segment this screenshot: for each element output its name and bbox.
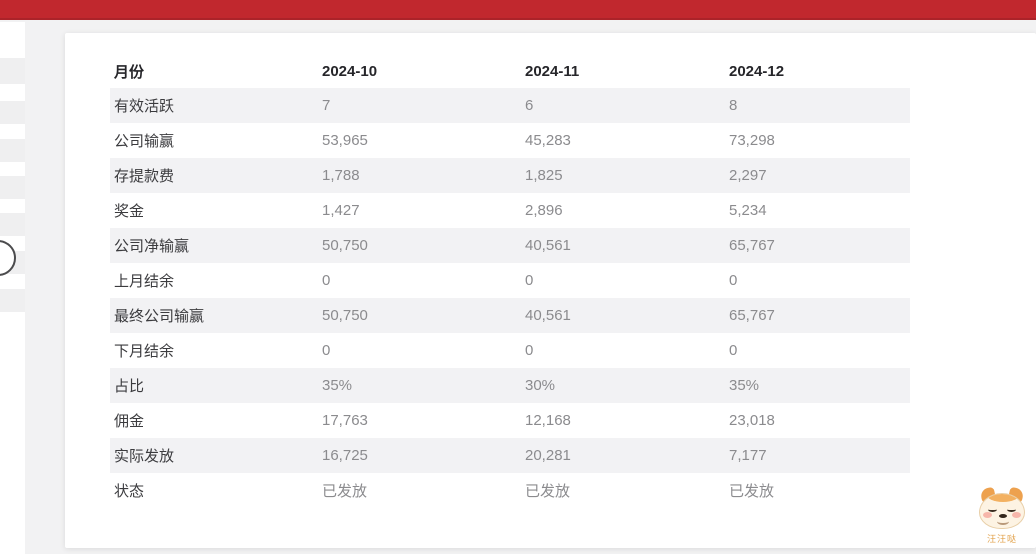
table-body: 有效活跃 7 6 8 公司输赢 53,965 45,283 73,298 存提款费 1,788 1,… <box>110 88 910 508</box>
row-value: 已发放 <box>525 483 571 500</box>
row-value: 20,281 <box>525 447 571 464</box>
row-value: 65,767 <box>729 237 775 254</box>
row-value: 0 <box>525 272 534 289</box>
row-value: 53,965 <box>322 132 368 149</box>
table-row: 上月结余 0 0 0 <box>110 263 910 298</box>
row-label: 状态 <box>114 483 145 500</box>
row-value: 2,297 <box>729 167 767 184</box>
row-value: 0 <box>525 342 534 359</box>
row-value: 6 <box>525 97 534 114</box>
row-label: 最终公司输赢 <box>114 308 205 325</box>
table-row: 佣金 17,763 12,168 23,018 <box>110 403 910 438</box>
row-value: 7,177 <box>729 447 767 464</box>
row-value: 73,298 <box>729 132 775 149</box>
row-value: 0 <box>729 342 738 359</box>
row-label: 有效活跃 <box>114 98 175 115</box>
row-value: 1,427 <box>322 202 360 219</box>
row-value: 40,561 <box>525 237 571 254</box>
row-value: 30% <box>525 377 556 394</box>
shiba-dog-icon <box>979 486 1025 529</box>
row-value: 8 <box>729 97 738 114</box>
row-value: 35% <box>322 377 353 394</box>
table-row: 实际发放 16,725 20,281 7,177 <box>110 438 910 473</box>
table-row: 公司输赢 53,965 45,283 73,298 <box>110 123 910 158</box>
row-label: 下月结余 <box>114 343 175 360</box>
row-label: 奖金 <box>114 203 145 220</box>
background-page-sliver <box>0 22 25 554</box>
row-value: 1,788 <box>322 167 360 184</box>
top-navigation-bar <box>0 0 1036 20</box>
table-row: 存提款费 1,788 1,825 2,297 <box>110 158 910 193</box>
month-column-header: 月份 <box>114 64 145 81</box>
row-value: 已发放 <box>729 483 775 500</box>
row-value: 2,896 <box>525 202 563 219</box>
background-row-stripe <box>0 213 25 236</box>
table-row: 状态 已发放 已发放 已发放 <box>110 473 910 508</box>
row-label: 上月结余 <box>114 273 175 290</box>
table-row: 奖金 1,427 2,896 5,234 <box>110 193 910 228</box>
row-value: 40,561 <box>525 307 571 324</box>
row-value: 17,763 <box>322 412 368 429</box>
table-row: 最终公司输赢 50,750 40,561 65,767 <box>110 298 910 333</box>
row-label: 存提款费 <box>114 168 175 185</box>
row-value: 12,168 <box>525 412 571 429</box>
row-value: 7 <box>322 97 331 114</box>
row-label: 佣金 <box>114 413 145 430</box>
row-value: 16,725 <box>322 447 368 464</box>
dog-face <box>979 493 1025 529</box>
background-row-stripe <box>0 139 25 162</box>
row-label: 公司净输赢 <box>114 238 190 255</box>
row-label: 实际发放 <box>114 448 175 465</box>
monthly-report-table: 月份 2024-10 2024-11 2024-12 有效活跃 7 6 8 公司输赢 53… <box>110 55 910 508</box>
row-value: 1,825 <box>525 167 563 184</box>
table-row: 公司净输赢 50,750 40,561 65,767 <box>110 228 910 263</box>
table-row: 占比 35% 30% 35% <box>110 368 910 403</box>
table-row: 有效活跃 7 6 8 <box>110 88 910 123</box>
table-row: 下月结余 0 0 0 <box>110 333 910 368</box>
column-header-2024-10: 2024-10 <box>322 63 378 80</box>
row-value: 0 <box>729 272 738 289</box>
mascot-caption: 汪汪哒 <box>986 534 1017 544</box>
column-header-2024-11: 2024-11 <box>525 63 580 80</box>
background-row-stripe <box>0 58 25 84</box>
table-header-row: 月份 2024-10 2024-11 2024-12 <box>110 55 910 88</box>
row-value: 0 <box>322 342 331 359</box>
report-dialog-card: 月份 2024-10 2024-11 2024-12 有效活跃 7 6 8 公司输赢 53… <box>65 33 1036 548</box>
row-value: 已发放 <box>322 483 368 500</box>
background-row-stripe <box>0 176 25 199</box>
row-value: 35% <box>729 377 760 394</box>
row-value: 5,234 <box>729 202 767 219</box>
row-value: 50,750 <box>322 237 368 254</box>
row-value: 45,283 <box>525 132 571 149</box>
background-row-stripe <box>0 289 25 312</box>
row-value: 0 <box>322 272 331 289</box>
row-value: 23,018 <box>729 412 775 429</box>
row-value: 65,767 <box>729 307 775 324</box>
row-label: 占比 <box>114 378 145 395</box>
row-value: 50,750 <box>322 307 368 324</box>
shiba-mascot-widget[interactable]: 汪汪哒 <box>974 486 1030 551</box>
row-label: 公司输赢 <box>114 133 175 150</box>
column-header-2024-12: 2024-12 <box>729 63 785 80</box>
background-row-stripe <box>0 101 25 124</box>
